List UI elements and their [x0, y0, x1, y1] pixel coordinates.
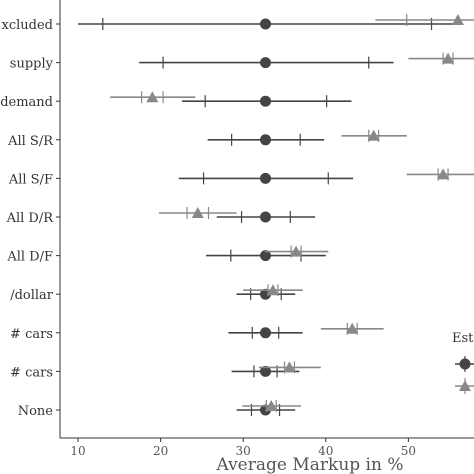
- x-tick-label: 10: [70, 444, 85, 458]
- y-tick-label: # cars: [10, 365, 53, 380]
- y-tick-label: supply: [10, 57, 54, 72]
- y-tick-label: xcluded: [2, 18, 53, 33]
- point-triangle: [290, 245, 303, 257]
- point-circle: [260, 134, 272, 146]
- y-tick-label: All D/R: [6, 211, 55, 226]
- point-circle: [260, 365, 272, 377]
- point-circle: [260, 57, 272, 69]
- x-tick-label: 50: [401, 444, 416, 458]
- point-triangle: [283, 361, 296, 373]
- point-triangle: [191, 207, 204, 218]
- point-circle: [260, 172, 272, 184]
- x-axis-label: Average Markup in %: [215, 455, 403, 474]
- point-circle: [260, 250, 272, 262]
- y-tick-label: /dollar: [10, 288, 54, 303]
- y-tick-label: demand: [0, 95, 53, 110]
- point-triangle: [451, 14, 464, 25]
- point-triangle: [442, 52, 455, 64]
- x-tick-label: 40: [318, 444, 333, 458]
- x-tick-label: 30: [236, 444, 251, 458]
- point-triangle: [146, 91, 159, 103]
- point-triangle: [265, 400, 278, 411]
- point-circle: [260, 327, 272, 339]
- y-tick-label: All D/F: [6, 250, 53, 265]
- point-circle: [260, 18, 272, 30]
- y-tick-label: None: [18, 404, 54, 419]
- legend-title: Est: [452, 331, 474, 346]
- legend-triangle-icon: [459, 380, 471, 391]
- point-triangle: [346, 322, 359, 334]
- y-tick-label: # cars: [10, 327, 53, 342]
- point-triangle: [266, 284, 279, 296]
- x-tick-label: 20: [153, 444, 168, 458]
- y-tick-label: All S/R: [7, 134, 54, 149]
- y-tick-label: All S/F: [8, 172, 53, 187]
- legend-circle-icon: [459, 358, 471, 370]
- point-circle: [260, 95, 272, 107]
- point-triangle: [437, 168, 450, 180]
- point-triangle: [367, 129, 380, 141]
- point-circle: [260, 211, 272, 223]
